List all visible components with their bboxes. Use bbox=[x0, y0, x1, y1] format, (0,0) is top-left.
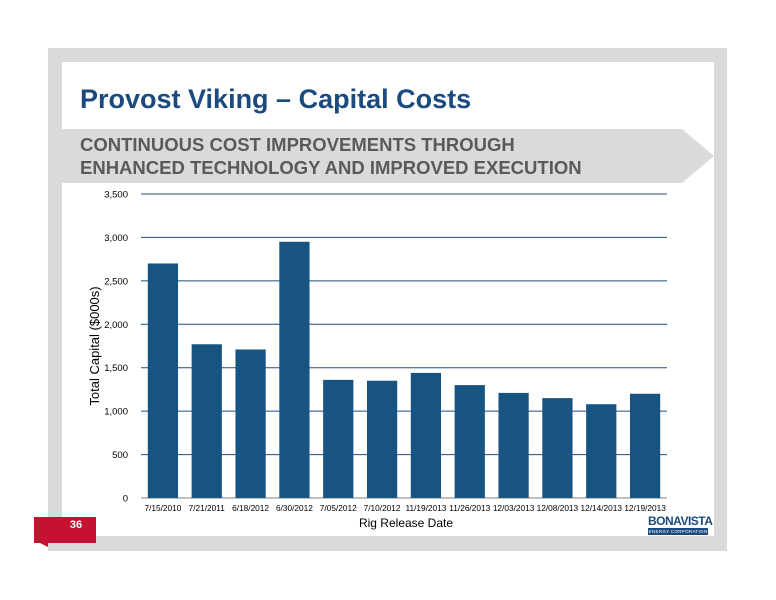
x-tick-label: 11/26/2013 bbox=[449, 503, 490, 513]
bar bbox=[235, 349, 266, 498]
slide-title: Provost Viking – Capital Costs bbox=[80, 84, 472, 114]
page-number-tab bbox=[34, 517, 96, 552]
x-tick-label: 12/08/2013 bbox=[537, 503, 579, 513]
bars bbox=[147, 241, 661, 498]
y-tick-labels: 0 500 1,000 1,500 2,000 2,500 3,000 3,500 bbox=[104, 190, 128, 505]
bar bbox=[586, 404, 617, 498]
subtitle-banner bbox=[62, 129, 714, 183]
x-tick-label: 7/15/2010 bbox=[144, 503, 181, 513]
page-number: 36 bbox=[69, 519, 83, 531]
bar bbox=[498, 392, 529, 498]
x-tick-label: 12/14/2013 bbox=[580, 503, 622, 513]
y-tick-label: 0 bbox=[123, 494, 128, 505]
logo-wordmark: BONAVISTA bbox=[648, 514, 713, 528]
gridlines bbox=[141, 193, 667, 499]
bar bbox=[366, 380, 398, 498]
x-tick-label: 6/18/2012 bbox=[232, 503, 269, 513]
bar bbox=[410, 372, 442, 498]
bar bbox=[279, 241, 310, 498]
slide-subtitle: CONTINUOUS COST IMPROVEMENTS THROUGH ENH… bbox=[80, 133, 582, 179]
banner-shape bbox=[62, 129, 714, 183]
y-tick-label: 3,000 bbox=[104, 233, 128, 244]
x-tick-label: 12/03/2013 bbox=[493, 503, 535, 513]
company-logo: BONAVISTA ENERGY CORPORATION bbox=[648, 514, 713, 536]
y-tick-label: 2,000 bbox=[104, 320, 128, 331]
bar bbox=[629, 393, 661, 498]
subtitle-line-2: ENHANCED TECHNOLOGY AND IMPROVED EXECUTI… bbox=[80, 157, 582, 178]
x-axis-label: Rig Release Date bbox=[359, 516, 453, 530]
bar bbox=[323, 379, 354, 498]
bar bbox=[454, 385, 485, 498]
bar bbox=[147, 263, 179, 498]
y-tick-label: 2,500 bbox=[104, 276, 128, 287]
y-tick-label: 1,000 bbox=[104, 407, 128, 418]
y-tick-label: 3,500 bbox=[104, 190, 128, 201]
y-tick-label: 500 bbox=[112, 450, 128, 461]
x-tick-label: 7/05/2012 bbox=[320, 503, 357, 513]
bar bbox=[191, 344, 222, 498]
page-tab-shape bbox=[34, 517, 96, 547]
subtitle-line-1: CONTINUOUS COST IMPROVEMENTS THROUGH bbox=[80, 134, 515, 155]
x-tick-label: 7/21/2011 bbox=[189, 503, 226, 513]
bar bbox=[542, 398, 573, 498]
logo-subtext: ENERGY CORPORATION bbox=[648, 528, 708, 535]
x-tick-labels: 7/15/2010 7/21/2011 6/18/2012 6/30/2012 7/05… bbox=[144, 503, 666, 513]
x-tick-label: 6/30/2012 bbox=[276, 503, 313, 513]
y-axis-label: Total Capital ($000s) bbox=[87, 286, 102, 405]
y-tick-label: 1,500 bbox=[104, 363, 128, 374]
x-tick-label: 11/19/2013 bbox=[405, 503, 446, 513]
x-tick-label: 7/10/2012 bbox=[364, 503, 401, 513]
x-tick-label: 12/19/2013 bbox=[624, 503, 666, 513]
